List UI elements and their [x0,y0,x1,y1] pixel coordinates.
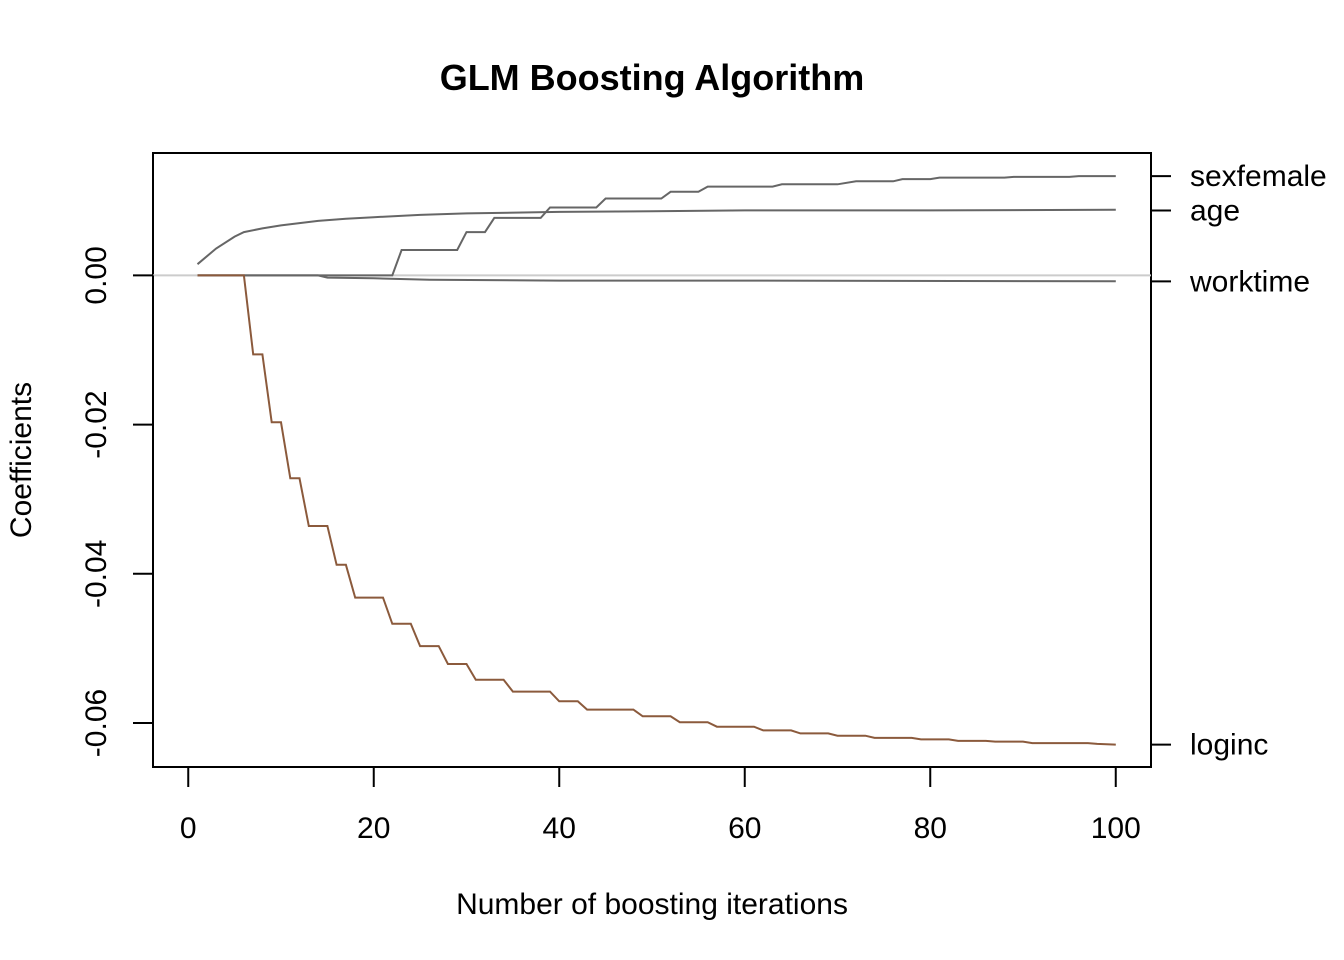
x-tick-label: 0 [180,812,197,845]
series-line-loginc [197,274,1116,746]
series-label-loginc: loginc [1190,729,1268,762]
series-label-worktime: worktime [1189,265,1310,298]
series-label-sexfemale: sexfemale [1190,160,1327,193]
y-axis-label: Coefficients [5,382,38,538]
x-axis: 0 20 40 60 80 100 [180,766,1141,845]
y-tick-label: 0.00 [80,246,113,304]
y-tick-label: -0.04 [80,540,113,608]
x-tick-label: 20 [357,812,390,845]
x-tick-label: 60 [728,812,761,845]
series-line-sexfemale [197,175,1116,277]
x-tick-label: 100 [1091,812,1141,845]
y-axis: 0.00 -0.02 -0.04 -0.06 [80,246,154,757]
y-tick-label: -0.02 [80,390,113,458]
x-tick-label: 80 [914,812,947,845]
series-line-age [196,208,1116,265]
x-tick-label: 40 [543,812,576,845]
chart-title: GLM Boosting Algorithm [440,57,865,98]
series-line-worktime [197,274,1116,283]
plot-frame [152,152,1152,768]
x-axis-label: Number of boosting iterations [456,888,848,921]
series-label-age: age [1190,194,1240,227]
plot-layer [153,175,1151,746]
y-tick-label: -0.06 [80,689,113,757]
